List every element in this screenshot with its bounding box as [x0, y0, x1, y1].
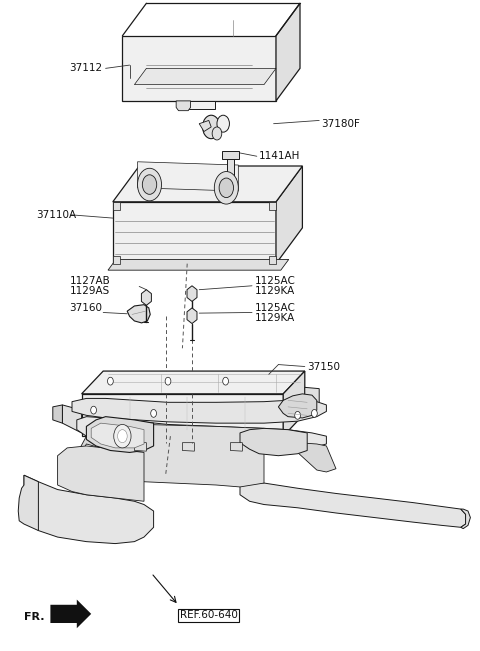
Circle shape: [151, 409, 156, 417]
Polygon shape: [269, 202, 276, 210]
Polygon shape: [222, 151, 239, 159]
Circle shape: [108, 377, 113, 385]
Polygon shape: [113, 166, 302, 202]
Polygon shape: [269, 256, 276, 264]
Polygon shape: [199, 120, 211, 132]
Polygon shape: [461, 509, 470, 529]
Polygon shape: [278, 394, 317, 418]
Text: 37180F: 37180F: [322, 118, 360, 129]
Text: 37160: 37160: [70, 303, 103, 313]
Polygon shape: [240, 428, 307, 456]
Text: 37110A: 37110A: [36, 210, 76, 220]
Polygon shape: [127, 305, 150, 323]
Polygon shape: [91, 423, 144, 448]
Polygon shape: [142, 290, 151, 305]
Circle shape: [219, 178, 233, 198]
Polygon shape: [225, 178, 236, 184]
Circle shape: [295, 411, 300, 419]
Text: 1127AB: 1127AB: [70, 276, 110, 286]
Polygon shape: [184, 101, 215, 109]
Circle shape: [137, 169, 161, 201]
Polygon shape: [137, 162, 239, 191]
Polygon shape: [182, 443, 194, 451]
Circle shape: [114, 424, 131, 448]
Polygon shape: [82, 371, 305, 394]
Polygon shape: [82, 394, 283, 436]
Polygon shape: [230, 443, 242, 451]
Text: 1125AC: 1125AC: [254, 276, 295, 286]
Polygon shape: [67, 436, 106, 478]
Circle shape: [212, 127, 222, 140]
Text: REF.60-640: REF.60-640: [180, 610, 238, 620]
Circle shape: [223, 377, 228, 385]
Polygon shape: [305, 387, 319, 410]
Polygon shape: [24, 475, 154, 544]
Text: 1129KA: 1129KA: [254, 312, 295, 323]
Polygon shape: [86, 417, 154, 452]
Text: 1141AH: 1141AH: [259, 151, 300, 161]
Polygon shape: [176, 101, 191, 111]
Polygon shape: [50, 600, 91, 628]
Polygon shape: [298, 443, 336, 472]
Circle shape: [91, 406, 96, 414]
Circle shape: [217, 115, 229, 132]
Polygon shape: [72, 398, 326, 423]
Polygon shape: [240, 482, 466, 527]
Text: 37150: 37150: [307, 361, 340, 372]
Polygon shape: [108, 260, 288, 270]
Circle shape: [203, 115, 220, 139]
Polygon shape: [58, 446, 144, 501]
Text: 1125AC: 1125AC: [254, 303, 295, 313]
Circle shape: [312, 409, 317, 417]
Circle shape: [118, 430, 127, 443]
Polygon shape: [187, 308, 197, 324]
Polygon shape: [62, 405, 82, 433]
Polygon shape: [113, 202, 276, 264]
Text: 1129AS: 1129AS: [70, 286, 110, 296]
Polygon shape: [134, 68, 276, 85]
Polygon shape: [276, 3, 300, 101]
Text: FR.: FR.: [24, 612, 45, 622]
Polygon shape: [18, 475, 38, 531]
Text: 37112: 37112: [70, 63, 103, 74]
Polygon shape: [53, 405, 62, 423]
Polygon shape: [276, 166, 302, 264]
Text: 1129KA: 1129KA: [254, 286, 295, 296]
Polygon shape: [187, 286, 197, 301]
Polygon shape: [134, 443, 146, 451]
Circle shape: [165, 377, 171, 385]
Polygon shape: [77, 417, 326, 452]
Polygon shape: [113, 256, 120, 264]
Circle shape: [215, 172, 239, 204]
Polygon shape: [227, 159, 234, 178]
Circle shape: [143, 175, 156, 194]
Polygon shape: [283, 371, 305, 436]
Polygon shape: [122, 36, 276, 101]
Polygon shape: [113, 202, 120, 210]
Polygon shape: [106, 417, 264, 490]
